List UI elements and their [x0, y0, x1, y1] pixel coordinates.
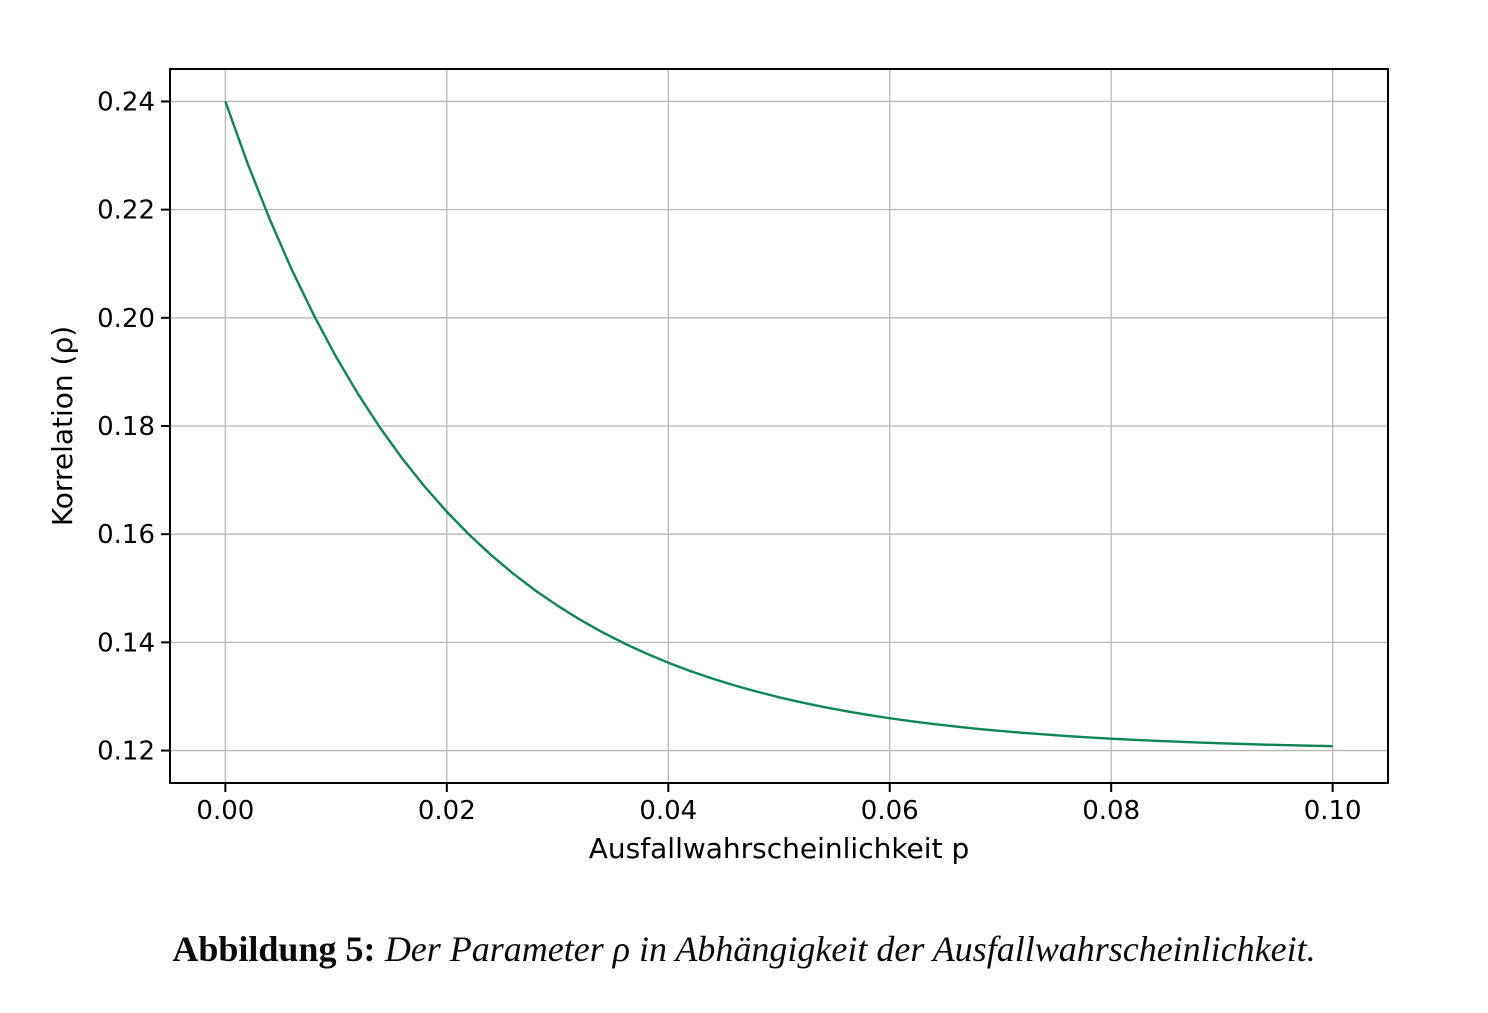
x-tick-label: 0.06	[861, 796, 919, 826]
x-tick-label: 0.04	[639, 796, 697, 826]
y-tick-label: 0.24	[97, 87, 155, 117]
figure-caption: Abbildung 5: Der Parameter ρ in Abhängigk…	[0, 926, 1488, 972]
x-axis-title: Ausfallwahrscheinlichkeit p	[589, 832, 969, 865]
x-tick-label: 0.00	[196, 796, 254, 826]
y-axis-title: Korrelation (ρ)	[46, 326, 79, 526]
grid-lines	[170, 69, 1388, 783]
correlation-chart: 0.00 0.02 0.04 0.06 0.08 0.10 0.12 0.14 0.16 0.18…	[46, 68, 1389, 865]
x-tick-label: 0.02	[418, 796, 476, 826]
y-tick-label: 0.18	[97, 412, 155, 442]
y-tick-label: 0.14	[97, 628, 155, 658]
y-tick-label: 0.12	[97, 737, 155, 767]
chart-canvas: 0.00 0.02 0.04 0.06 0.08 0.10 0.12 0.14 0.16 0.18…	[46, 68, 1389, 865]
x-tick-label: 0.10	[1304, 796, 1362, 826]
caption-text: Der Parameter ρ in Abhängigkeit der Ausf…	[384, 929, 1316, 969]
series-lines	[224, 101, 1333, 748]
y-tick-label: 0.16	[97, 520, 155, 550]
caption-label: Abbildung 5:	[172, 929, 376, 969]
tick-labels: 0.00 0.02 0.04 0.06 0.08 0.10 0.12 0.14 0.16 0.18…	[97, 87, 1361, 826]
axis-ticks	[161, 100, 1334, 792]
y-tick-label: 0.22	[97, 196, 155, 226]
y-tick-label: 0.20	[97, 304, 155, 334]
x-tick-label: 0.08	[1082, 796, 1140, 826]
series-line	[224, 101, 1333, 748]
